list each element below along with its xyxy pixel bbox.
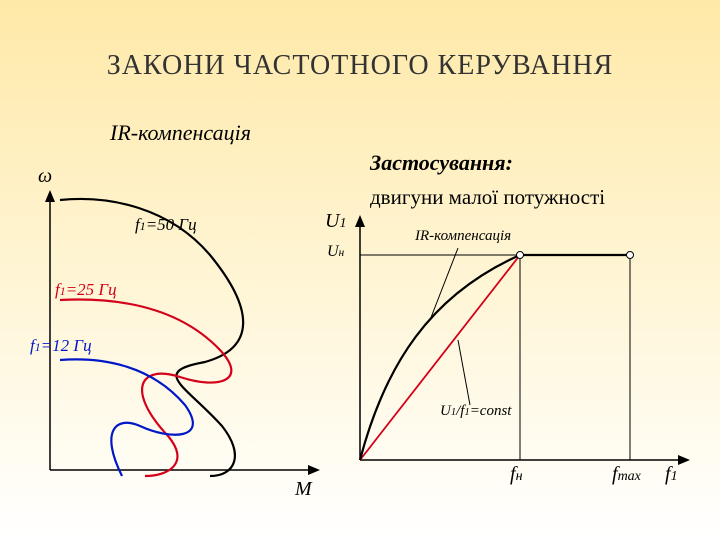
curve-label-2: f1=12 Гц: [30, 336, 92, 356]
omega-axis-label: ω: [38, 165, 52, 188]
page-title: ЗАКОНИ ЧАСТОТНОГО КЕРУВАННЯ: [0, 50, 720, 82]
u-f-diagram: U1Uнf1fнfmaxIR-компенсаціяU1/f1=const: [330, 215, 690, 485]
u1-axis-label: U1: [325, 210, 346, 233]
curve-label-1: f1=25 Гц: [55, 280, 117, 300]
const-line-label: U1/f1=const: [440, 403, 511, 420]
omega-m-diagram: ωMf1=50 Гцf1=25 Гцf1=12 Гц: [40, 190, 320, 480]
un-label: Uн: [327, 243, 344, 261]
u-f-svg: [330, 215, 690, 485]
f1-axis-label: f1: [665, 463, 678, 486]
ir-curve-label: IR-компенсація: [415, 228, 511, 245]
application-label: Застосування:: [370, 150, 513, 176]
application-text: двигуни малої потужності: [370, 185, 605, 210]
m-axis-label: M: [295, 478, 312, 501]
fn-tick-label: fн: [510, 463, 523, 486]
fmax-tick-label: fmax: [612, 463, 641, 486]
subtitle-ir: IR-компенсація: [110, 120, 251, 146]
curve-label-0: f1=50 Гц: [135, 215, 197, 235]
